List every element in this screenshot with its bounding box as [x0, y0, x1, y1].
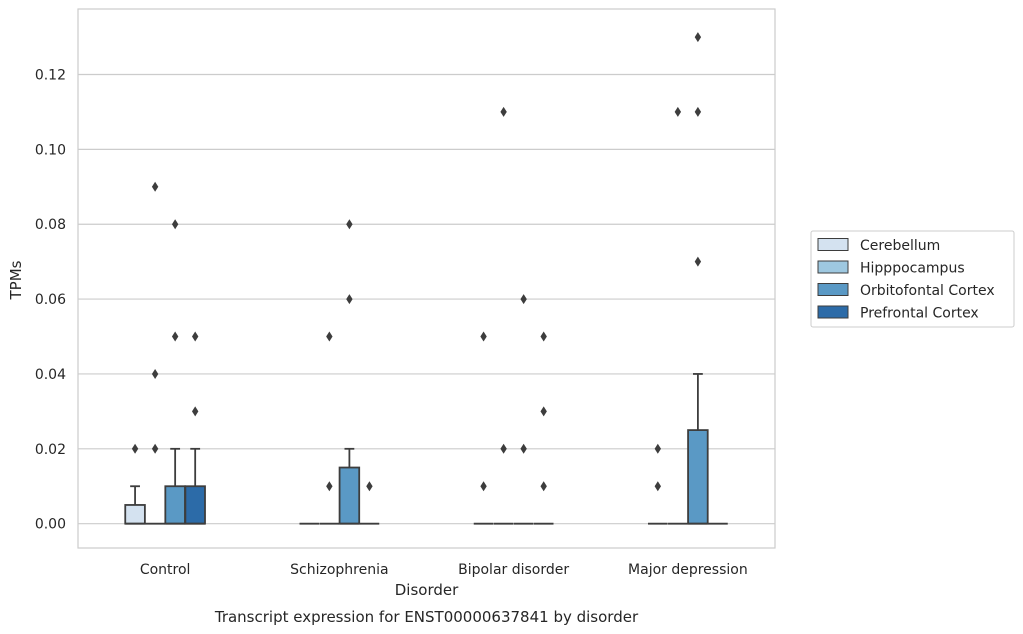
legend-swatch — [817, 238, 849, 251]
outlier-point — [674, 106, 682, 117]
x-tick-label: Schizophrenia — [290, 562, 388, 578]
box-prefrontal-cortex — [359, 481, 380, 525]
box-hipppocampus — [319, 331, 340, 525]
legend-swatch — [817, 283, 849, 296]
x-tick-labels: Control Schizophrenia Bipolar disorder Majo… — [140, 562, 748, 578]
box-orbitofontal-cortex — [513, 294, 534, 525]
legend-frame — [810, 230, 1015, 328]
legend: Cerebellum Hipppocampus Orbitofontal Corte… — [810, 230, 1015, 328]
y-tick-label: 0.04 — [35, 367, 66, 383]
outlier-point — [191, 406, 199, 417]
outlier-point — [151, 368, 159, 379]
outlier-point — [171, 219, 179, 230]
outlier-point — [326, 481, 333, 492]
outlier-point — [500, 443, 507, 454]
outlier-point — [346, 219, 353, 230]
outlier-point — [520, 294, 527, 305]
outlier-point — [694, 256, 702, 267]
box-hipppocampus — [668, 106, 688, 525]
box-body — [164, 485, 186, 525]
y-tick-label: 0.10 — [35, 142, 66, 158]
outlier-point — [151, 181, 159, 192]
legend-label: Prefrontal Cortex — [860, 306, 979, 322]
outlier-point — [520, 443, 527, 454]
outlier-point — [540, 481, 547, 492]
box-cerebellum — [473, 331, 494, 525]
boxes — [124, 32, 728, 525]
box-body — [338, 466, 361, 525]
box-prefrontal-cortex — [533, 331, 554, 525]
x-tick-label: Major depression — [628, 562, 748, 578]
outlier-point — [191, 331, 199, 342]
box-body — [124, 504, 146, 525]
outlier-point — [151, 443, 159, 454]
box-orbitofontal-cortex — [338, 219, 361, 525]
box-orbitofontal-cortex — [164, 219, 186, 525]
outlier-point — [540, 331, 547, 342]
outlier-point — [131, 443, 139, 454]
x-tick-label: Control — [140, 562, 191, 578]
y-tick-label: 0.08 — [35, 217, 66, 233]
outlier-point — [480, 481, 487, 492]
box-prefrontal-cortex — [184, 331, 206, 525]
box-hipppocampus — [493, 106, 514, 525]
y-tick-labels: 0.00 0.02 0.04 0.06 0.08 0.10 0.12 — [35, 68, 66, 533]
y-tick-label: 0.12 — [35, 68, 66, 84]
outlier-point — [694, 106, 702, 117]
outlier-point — [654, 443, 662, 454]
chart-caption: Transcript expression for ENST0000063784… — [214, 608, 639, 626]
legend-swatch — [817, 305, 849, 319]
box-cerebellum — [124, 443, 146, 525]
box-hipppocampus — [145, 181, 165, 525]
box-cerebellum — [647, 443, 668, 525]
outlier-point — [346, 294, 353, 305]
outlier-point — [480, 331, 487, 342]
legend-swatch — [817, 260, 849, 274]
legend-label: Cerebellum — [860, 238, 940, 254]
y-tick-label: 0.02 — [35, 442, 66, 458]
outlier-point — [171, 331, 179, 342]
legend-label: Orbitofontal Cortex — [860, 283, 995, 299]
x-axis-title: Disorder — [395, 581, 459, 599]
y-tick-label: 0.00 — [35, 517, 66, 533]
y-axis-title: TPMs — [7, 260, 25, 300]
outlier-point — [654, 481, 662, 492]
outlier-point — [694, 32, 702, 43]
box-body — [687, 429, 709, 525]
outlier-point — [366, 481, 373, 492]
box-orbitofontal-cortex — [687, 32, 709, 525]
box-body — [184, 485, 206, 525]
outlier-point — [500, 106, 507, 117]
legend-label: Hipppocampus — [860, 261, 965, 277]
outlier-point — [540, 406, 547, 417]
plot-area — [77, 8, 776, 549]
y-tick-label: 0.06 — [35, 292, 66, 308]
outlier-point — [326, 331, 333, 342]
x-tick-label: Bipolar disorder — [458, 562, 569, 578]
